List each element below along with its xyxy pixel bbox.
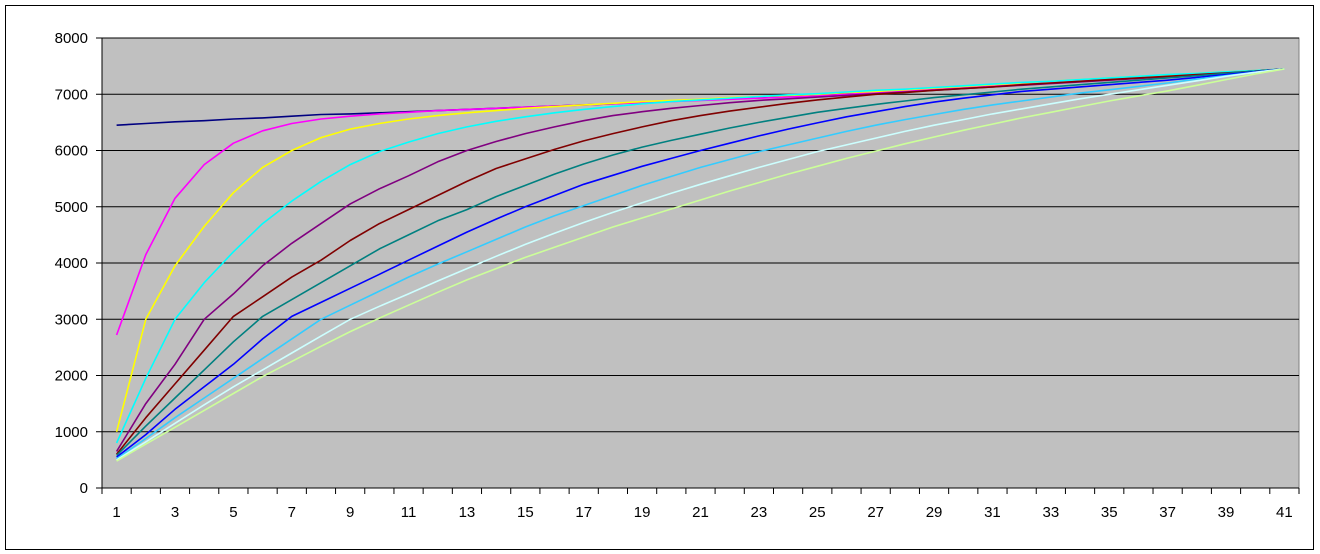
xtick-label-33: 33 — [1042, 504, 1059, 521]
ytick-label-7000: 7000 — [55, 86, 88, 103]
xtick-label-17: 17 — [575, 504, 592, 521]
series-line-7 — [116, 68, 1285, 456]
xtick-label-39: 39 — [1218, 504, 1235, 521]
xtick-label-23: 23 — [751, 504, 768, 521]
xtick-label-11: 11 — [401, 504, 417, 521]
ytick-label-1000: 1000 — [55, 424, 88, 441]
xtick-label-25: 25 — [809, 504, 826, 521]
xtick-label-35: 35 — [1101, 504, 1118, 521]
xtick-label-21: 21 — [692, 504, 709, 521]
ytick-label-0: 0 — [80, 480, 88, 497]
xtick-label-3: 3 — [171, 504, 179, 521]
series-line-8 — [116, 68, 1285, 458]
xtick-label-5: 5 — [229, 504, 237, 521]
ytick-label-8000: 8000 — [55, 30, 88, 47]
xtick-label-27: 27 — [867, 504, 884, 521]
ytick-label-3000: 3000 — [55, 311, 88, 328]
ytick-label-4000: 4000 — [55, 255, 88, 272]
xtick-label-41: 41 — [1276, 504, 1293, 521]
xtick-label-9: 9 — [346, 504, 354, 521]
xtick-label-37: 37 — [1159, 504, 1176, 521]
series-line-4 — [115, 68, 1285, 444]
series-line-6 — [115, 68, 1285, 455]
series-line-10 — [116, 68, 1285, 461]
xtick-label-13: 13 — [459, 504, 476, 521]
chart-frame: 0 1000 2000 3000 4000 5000 6000 7000 8000 1 3 5 7 9 11… — [5, 5, 1314, 550]
series-line-9 — [116, 68, 1285, 460]
ytick-label-5000: 5000 — [55, 199, 88, 216]
xtick-label-31: 31 — [984, 504, 1001, 521]
xtick-label-29: 29 — [926, 504, 943, 521]
xtick-label-19: 19 — [634, 504, 651, 521]
xtick-label-15: 15 — [517, 504, 534, 521]
ytick-label-6000: 6000 — [55, 143, 88, 160]
series-line-11 — [116, 68, 1285, 462]
ytick-label-2000: 2000 — [55, 368, 88, 385]
xtick-label-7: 7 — [288, 504, 296, 521]
xtick-label-1: 1 — [112, 504, 120, 521]
